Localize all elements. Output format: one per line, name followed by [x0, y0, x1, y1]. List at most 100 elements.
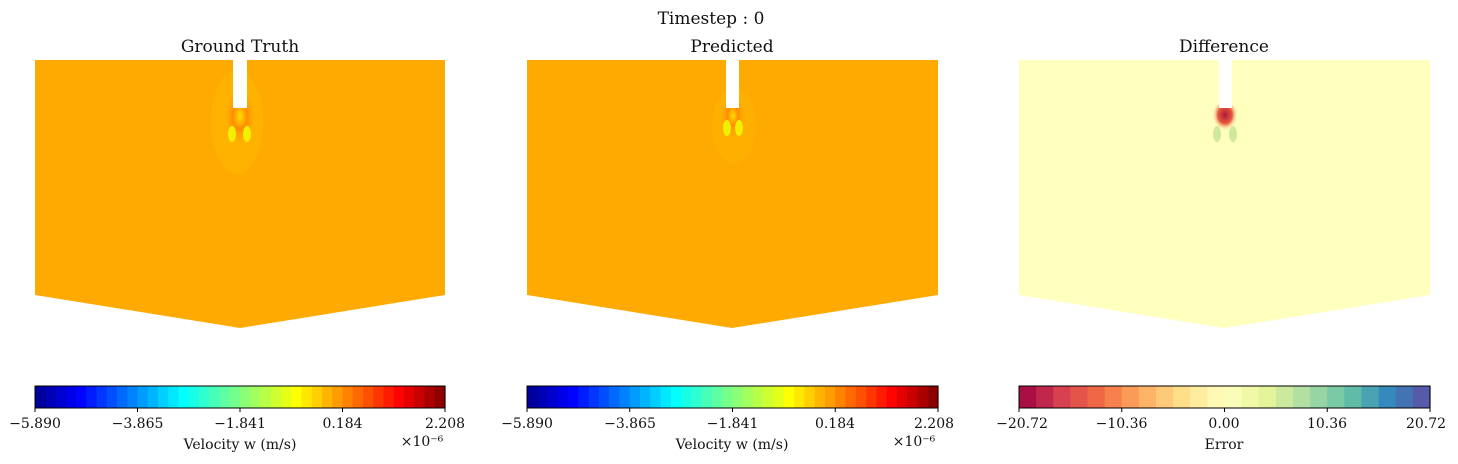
colorbar-ticks-difference: −20.72 −10.36 0.00 10.36 20.72 [996, 416, 1446, 432]
colorbar-segment [1190, 386, 1208, 408]
colorbar-segment [763, 386, 775, 408]
colorbar-segment [742, 386, 754, 408]
field-predicted [527, 60, 938, 328]
colorbar-segment [845, 386, 857, 408]
colorbar-segment [681, 386, 693, 408]
field-difference [1019, 60, 1430, 328]
colorbar-segment [527, 386, 538, 408]
colorbar-difference [1018, 385, 1431, 412]
colorbar-segment [1258, 386, 1277, 408]
colorbar-segment [35, 386, 46, 408]
tick-label: 2.208 [914, 416, 954, 432]
colorbar-exponent-predicted: ×10⁻⁶ [893, 434, 936, 450]
colorbar-segment [424, 386, 436, 408]
colorbar-segment [783, 386, 795, 408]
colorbar-segment [301, 386, 313, 408]
colorbar-segment [824, 386, 836, 408]
colorbar-segment [219, 386, 231, 408]
colorbar-label-ground-truth: Velocity w (m/s) [183, 437, 297, 453]
tick-label: 0.184 [815, 416, 855, 432]
tick-label: −3.865 [112, 416, 164, 432]
tick-label: 20.72 [1406, 416, 1446, 432]
colorbar-segment [96, 386, 108, 408]
colorbar-segment [414, 386, 426, 408]
plume-core-right-predicted [735, 120, 743, 136]
colorbar-segment [557, 386, 569, 408]
colorbar-segment [907, 386, 919, 408]
colorbar-segment [250, 386, 262, 408]
tick-label: 0.00 [1208, 416, 1239, 432]
colorbar-segment [1138, 386, 1157, 408]
tick-label: 10.36 [1307, 416, 1347, 432]
diff-hotspot [1212, 102, 1238, 134]
colorbar-segment [814, 386, 826, 408]
colorbar-segment [701, 386, 713, 408]
colorbar-segment [311, 386, 323, 408]
colorbar-segment [1378, 386, 1397, 408]
colorbar-segment [886, 386, 898, 408]
colorbar-segment [1087, 386, 1106, 408]
figure-suptitle: Timestep : 0 [658, 9, 765, 29]
colorbar-segment [753, 386, 764, 408]
colorbar-label-predicted: Velocity w (m/s) [675, 437, 789, 453]
colorbar-predicted [526, 385, 939, 412]
tick-label: −5.890 [9, 416, 61, 432]
colorbar-segment [578, 386, 590, 408]
tick-label: −1.841 [707, 416, 759, 432]
colorbar-segment [281, 386, 292, 408]
colorbar-ticks-predicted: −5.890 −3.865 −1.841 0.184 2.208 [501, 416, 954, 432]
colorbar-segment [393, 386, 405, 408]
panel-title-ground-truth: Ground Truth [181, 37, 299, 57]
colorbar-segment [1275, 386, 1294, 408]
colorbar-segment [332, 386, 344, 408]
colorbar-ground-truth [34, 385, 446, 412]
colorbar-segment [383, 386, 395, 408]
colorbar-segment [137, 386, 149, 408]
colorbar-segment [55, 386, 67, 408]
colorbar-segment [1207, 386, 1226, 408]
colorbar-segment [158, 386, 169, 408]
panel-title-difference: Difference [1179, 37, 1269, 57]
colorbar-segment [640, 386, 651, 408]
colorbar-segment [404, 386, 415, 408]
colorbar-segment [86, 386, 98, 408]
colorbar-segment [568, 386, 579, 408]
colorbar-segment [1104, 386, 1123, 408]
field-domain-ground-truth [35, 60, 445, 328]
colorbar-segment [691, 386, 703, 408]
colorbar-segment [188, 386, 200, 408]
colorbar-segment [855, 386, 867, 408]
colorbar-segment [1395, 386, 1414, 408]
colorbar-segment [660, 386, 672, 408]
colorbar-segment [732, 386, 744, 408]
colorbar-segment [229, 386, 241, 408]
field-domain-predicted [527, 60, 938, 328]
colorbar-segment [619, 386, 631, 408]
colorbar-segment [598, 386, 610, 408]
tick-label: 0.184 [322, 416, 362, 432]
colorbar-segment [1019, 386, 1037, 408]
tick-label: 2.208 [425, 416, 465, 432]
tick-label: −3.865 [604, 416, 656, 432]
colorbar-segment [1053, 386, 1071, 408]
colorbar-segment [773, 386, 785, 408]
colorbar-segment [670, 386, 682, 408]
plume-core-left-ground-truth [228, 126, 236, 142]
colorbar-segment [1293, 386, 1311, 408]
colorbar-segment [106, 386, 118, 408]
colorbar-segment [876, 386, 888, 408]
colorbar-segment [76, 386, 87, 408]
colorbar-segment [322, 386, 333, 408]
colorbar-segment [722, 386, 734, 408]
colorbar-ticks-ground-truth: −5.890 −3.865 −1.841 0.184 2.208 [9, 416, 465, 432]
colorbar-segment [917, 386, 929, 408]
colorbar-segment [794, 386, 806, 408]
colorbar-segment [178, 386, 190, 408]
colorbar-label-difference: Error [1205, 437, 1244, 453]
colorbar-segment [1173, 386, 1191, 408]
panel-title-predicted: Predicted [690, 37, 773, 57]
colorbar-segment [1361, 386, 1380, 408]
colorbar-segment [199, 386, 210, 408]
colorbar-segment [537, 386, 549, 408]
colorbar-segment [117, 386, 128, 408]
